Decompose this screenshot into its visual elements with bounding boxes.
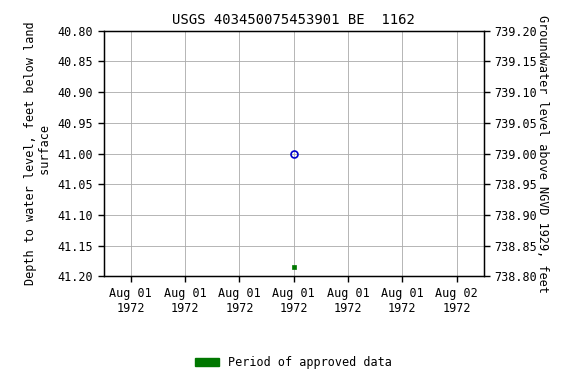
Title: USGS 403450075453901 BE  1162: USGS 403450075453901 BE 1162 <box>172 13 415 27</box>
Y-axis label: Depth to water level, feet below land
 surface: Depth to water level, feet below land su… <box>24 22 52 285</box>
Y-axis label: Groundwater level above NGVD 1929, feet: Groundwater level above NGVD 1929, feet <box>536 15 549 293</box>
Legend: Period of approved data: Period of approved data <box>191 351 397 374</box>
